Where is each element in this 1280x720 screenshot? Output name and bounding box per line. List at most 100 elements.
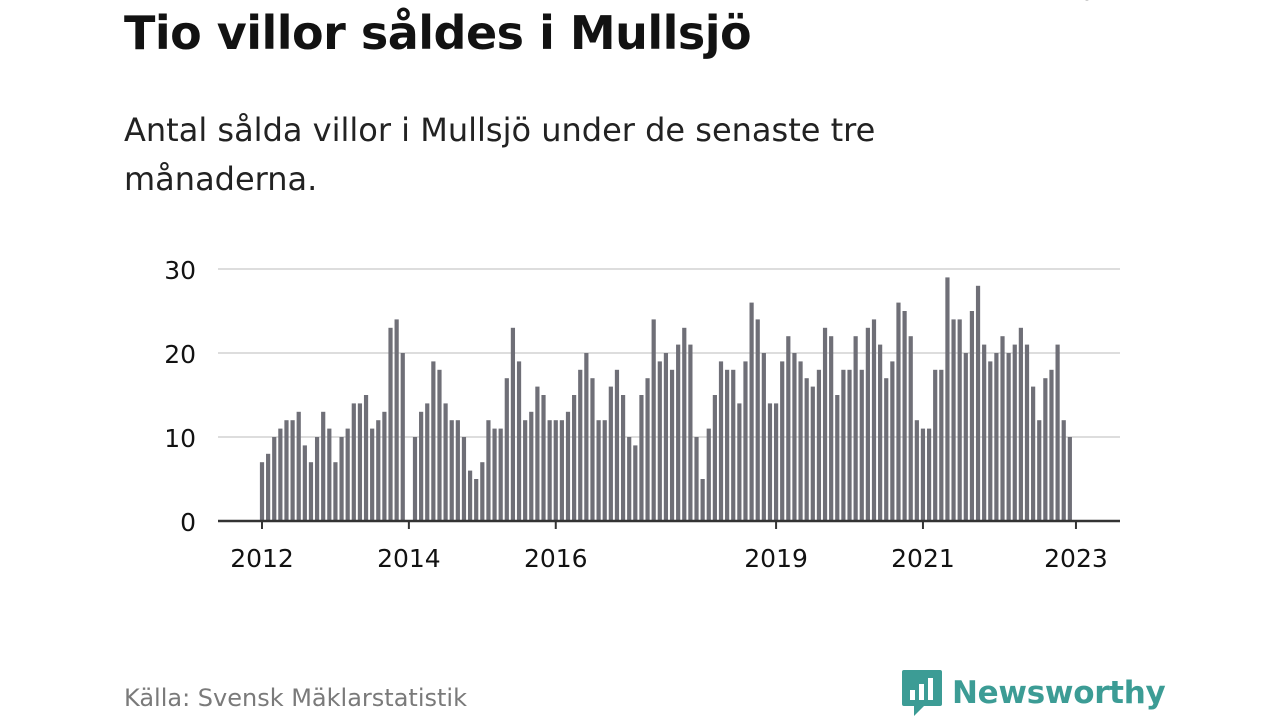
bar [865, 327, 870, 521]
source-note: Källa: Svensk Mäklarstatistik [124, 684, 467, 712]
bar [535, 386, 540, 521]
bar [761, 353, 766, 521]
bar [1006, 353, 1011, 521]
bar [370, 428, 375, 521]
bar [449, 420, 454, 521]
bar [639, 395, 644, 521]
bar [1061, 420, 1066, 521]
bar [376, 420, 381, 521]
bar [1031, 386, 1036, 521]
bar [792, 353, 797, 521]
bar [553, 420, 558, 521]
bar [1024, 344, 1030, 521]
bar [957, 319, 962, 521]
bar [694, 437, 699, 521]
bar [951, 319, 956, 521]
bar [933, 369, 938, 521]
bar [1067, 437, 1072, 521]
x-tick-label: 2016 [524, 544, 588, 573]
bar [486, 420, 491, 521]
bar [296, 411, 301, 521]
bar [498, 428, 503, 521]
bar [847, 369, 852, 521]
bar [688, 344, 693, 521]
bar [1018, 327, 1023, 521]
bar [926, 428, 932, 521]
bar [504, 378, 509, 521]
y-tick-label: 10 [164, 424, 196, 453]
bar [351, 403, 356, 521]
bar [565, 411, 571, 521]
bar [1043, 378, 1048, 521]
bar [633, 445, 638, 521]
axes [218, 519, 1120, 529]
bar [443, 403, 448, 521]
bar [461, 437, 467, 521]
bar [627, 437, 632, 521]
bar [871, 319, 877, 521]
bar [963, 353, 968, 521]
bar [786, 336, 791, 521]
bar [651, 319, 656, 521]
bar [382, 411, 387, 521]
bar [474, 479, 479, 521]
bar [676, 344, 681, 521]
x-tick-label: 2019 [744, 544, 808, 573]
bar [302, 445, 307, 521]
bar [284, 420, 289, 521]
bar [749, 302, 754, 521]
bar [1055, 344, 1060, 521]
bar [810, 386, 815, 521]
bar [920, 428, 926, 521]
bar [645, 378, 650, 521]
bar [596, 420, 601, 521]
bar [853, 336, 858, 521]
bar [718, 361, 724, 521]
y-tick-label: 30 [164, 256, 196, 285]
bar [737, 403, 742, 521]
bar [816, 369, 822, 521]
bar [620, 395, 626, 521]
chart-subtitle: Antal sålda villor i Mullsjö under de se… [124, 111, 876, 198]
bar [584, 353, 589, 521]
bar [480, 462, 485, 521]
bar [394, 319, 399, 521]
bar [321, 411, 326, 521]
bar [890, 361, 895, 521]
bar [773, 403, 779, 521]
latest-value-label: 10 [1063, 0, 1095, 6]
bar [259, 462, 265, 521]
bar [982, 344, 987, 521]
bar [425, 403, 430, 521]
bar [437, 369, 442, 521]
bar [804, 378, 809, 521]
bar [327, 428, 332, 521]
bar [700, 479, 705, 521]
bar [308, 462, 314, 521]
bar [669, 369, 675, 521]
x-tick-label: 2014 [377, 544, 441, 573]
chart-title: Tio villor såldes i Mullsjö [124, 6, 752, 60]
bar [1037, 420, 1042, 521]
bar [266, 453, 271, 521]
bar [902, 311, 907, 521]
bar [798, 361, 803, 521]
brand-logo[interactable]: Newsworthy [900, 668, 1166, 718]
bar [339, 437, 344, 521]
x-tick-label: 2021 [891, 544, 955, 573]
bar [572, 395, 577, 521]
brand-name: Newsworthy [952, 675, 1166, 711]
x-tick-label: 2012 [230, 544, 294, 573]
labels: 0 10 20 30 2012 2014 2016 2019 2021 2023 10 [164, 0, 1108, 573]
bar [510, 327, 516, 521]
bar [743, 361, 748, 521]
bar [706, 428, 711, 521]
bar [523, 420, 528, 521]
bar [731, 369, 736, 521]
bar [682, 327, 687, 521]
bar [431, 361, 436, 521]
bar [602, 420, 607, 521]
bar [419, 411, 424, 521]
bar [945, 277, 950, 521]
bar [725, 369, 730, 521]
